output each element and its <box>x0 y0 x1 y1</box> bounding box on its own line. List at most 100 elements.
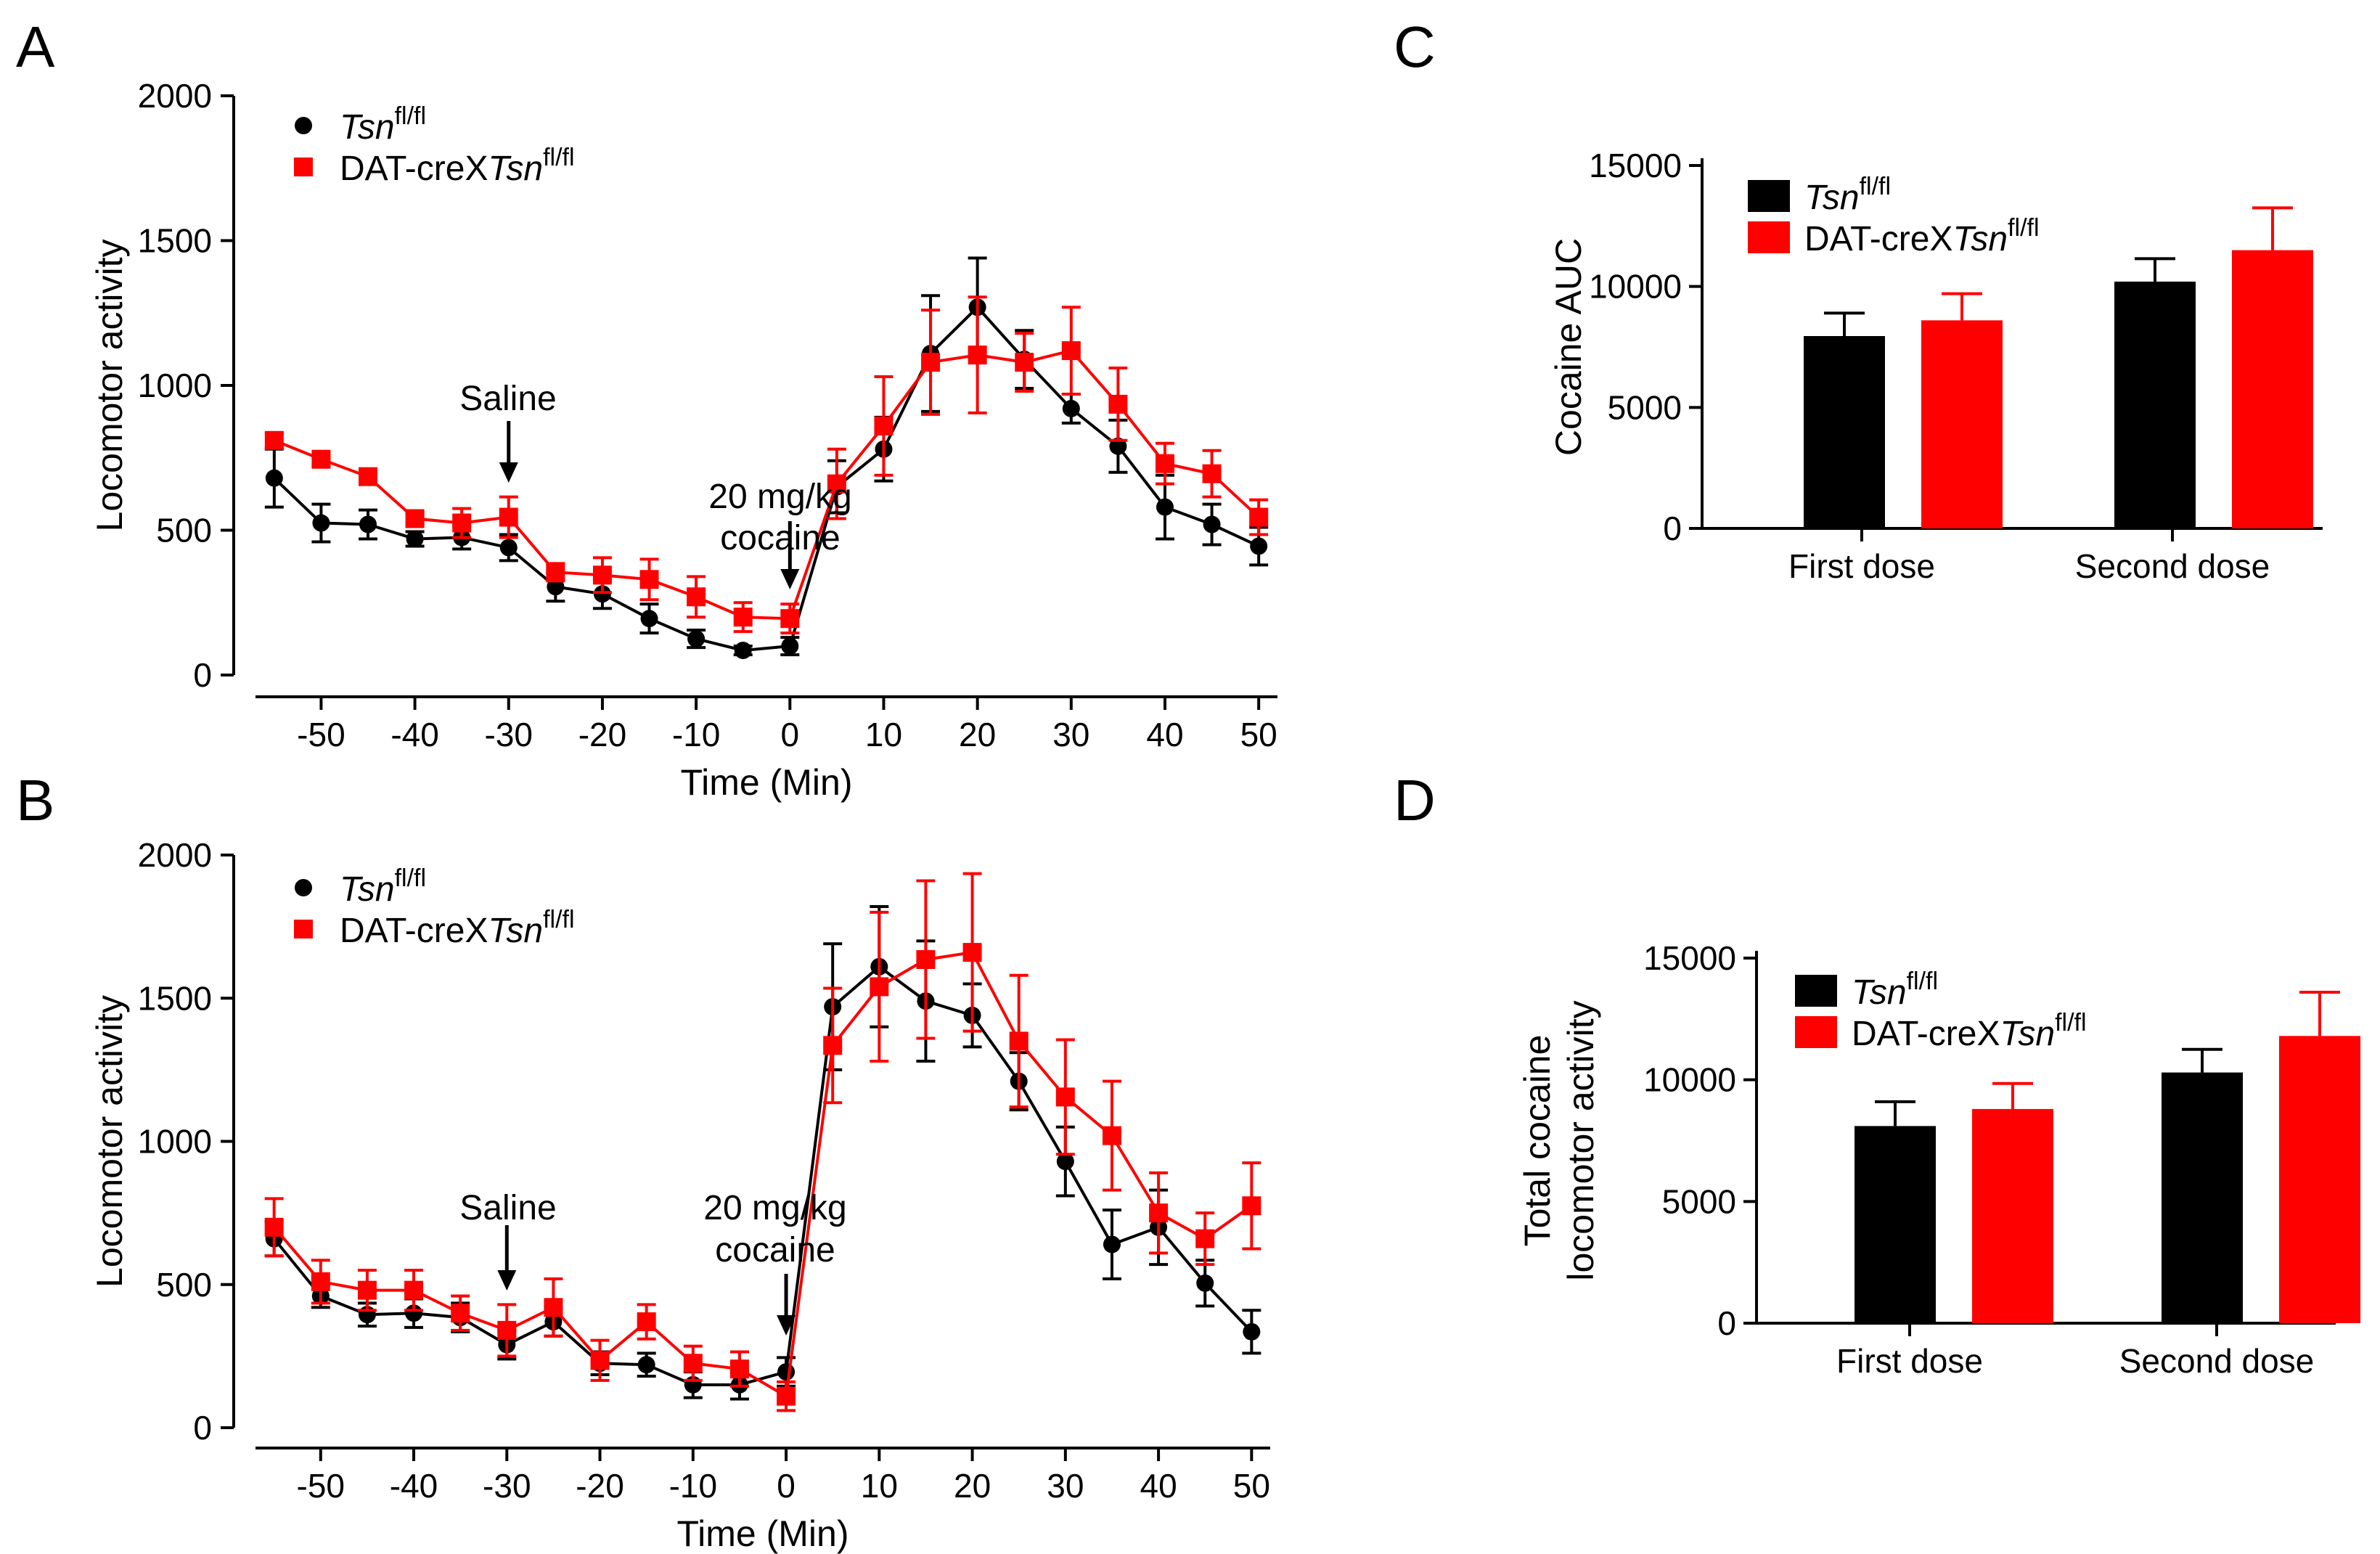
panel-a: A 0 500 1000 1500 2000 -50 -40 -30 -20 -10 0 10 20 30 4… <box>16 15 1277 803</box>
data-point <box>1243 1322 1261 1341</box>
y-axis-title: Locomotor activity <box>89 240 130 532</box>
x-tick-label: 10 <box>861 1467 898 1505</box>
annotation-arrowhead <box>777 1315 796 1336</box>
x-tick-label: 0 <box>780 716 799 753</box>
data-point <box>1249 507 1269 527</box>
annotation-arrowhead <box>780 569 800 589</box>
data-point <box>404 1280 424 1300</box>
y-tick-label: 2000 <box>138 836 212 874</box>
legend-label: DAT-creXTsnfl/fl <box>1852 1009 2087 1053</box>
annotation-arrowhead <box>499 462 518 483</box>
data-point <box>265 469 283 487</box>
data-point <box>406 530 424 548</box>
data-point <box>264 1217 284 1237</box>
y-tick-label: 15000 <box>1589 147 1682 184</box>
data-point <box>781 637 799 655</box>
data-point <box>1108 394 1128 414</box>
data-point <box>874 416 893 435</box>
legend-label: Tsnfl/fl <box>340 864 426 909</box>
y-tick-label: 1000 <box>138 367 212 404</box>
data-point <box>359 467 378 486</box>
x-tick-label: 40 <box>1146 716 1183 753</box>
data-point <box>1062 399 1080 417</box>
x-tick-label: 0 <box>777 1467 796 1505</box>
y-tick-label: 1000 <box>138 1123 212 1161</box>
data-point <box>451 1304 470 1323</box>
y-axis-title: locomotor activity <box>1561 1000 1601 1280</box>
data-point <box>916 949 936 969</box>
data-point <box>546 563 565 582</box>
data-point <box>590 1351 610 1370</box>
series-line <box>273 305 1260 653</box>
x-tick-label: 40 <box>1140 1467 1177 1505</box>
series-line <box>273 950 1253 1399</box>
category-label: Second dose <box>2075 547 2270 585</box>
data-point <box>1102 1126 1121 1145</box>
category-label: First dose <box>1788 547 1935 585</box>
panel-d: D 0 5000 10000 15000 First dose Second dose Tot… <box>1394 768 2360 1380</box>
x-tick-label: 10 <box>865 716 902 753</box>
legend-label: DAT-creXTsnfl/fl <box>340 144 575 188</box>
category-label: Second dose <box>2119 1342 2315 1380</box>
bar <box>2232 250 2313 528</box>
data-point <box>962 943 982 962</box>
y-tick-label: 1500 <box>138 222 212 260</box>
data-point <box>683 1354 703 1373</box>
y-tick-label: 0 <box>1717 1304 1736 1342</box>
legend-marker <box>295 879 312 896</box>
y-tick-label: 0 <box>193 656 212 694</box>
data-point <box>1015 353 1034 372</box>
legend-label: Tsnfl/fl <box>1804 173 1891 217</box>
series-tsn-flfl <box>1854 1047 2243 1323</box>
data-point <box>637 1312 656 1332</box>
data-point <box>1103 1235 1121 1254</box>
x-tick-label: 50 <box>1240 716 1277 753</box>
x-tick-label: -30 <box>485 716 533 753</box>
data-point <box>499 507 518 527</box>
x-axis-title: Time (Min) <box>680 762 852 803</box>
data-point <box>357 1280 377 1300</box>
x-tick-label: -50 <box>297 1467 345 1505</box>
data-point <box>264 430 284 450</box>
series-dat-crex-tsn-flfl <box>264 872 1261 1412</box>
y-axis-title: Cocaine AUC <box>1548 238 1589 456</box>
y-tick-label: 10000 <box>1643 1061 1736 1099</box>
panel-label: D <box>1394 768 1436 833</box>
x-tick-label: -40 <box>390 1467 438 1505</box>
x-tick-label: -20 <box>576 1467 623 1505</box>
legend-label: DAT-creXTsnfl/fl <box>340 906 575 950</box>
series-tsn-flfl <box>264 256 1269 660</box>
panel-label: A <box>16 15 55 79</box>
x-tick-label: -40 <box>390 716 438 753</box>
data-point <box>452 513 472 533</box>
data-point <box>1203 515 1221 533</box>
y-tick-label: 500 <box>156 512 212 549</box>
data-point <box>1195 1229 1215 1248</box>
bar <box>1921 320 2003 528</box>
y-axis-title: Locomotor activity <box>89 995 130 1288</box>
data-point <box>687 630 706 648</box>
data-point <box>1056 1153 1074 1171</box>
bar <box>1804 336 1885 528</box>
panel-label: C <box>1394 15 1436 79</box>
data-point <box>780 609 800 629</box>
legend-marker <box>294 920 313 938</box>
category-label: First dose <box>1836 1342 1983 1380</box>
series-line <box>274 348 1260 621</box>
data-point <box>687 587 706 607</box>
panel-b: B 0 500 1000 1500 2000 -50 -40 -30 -20 -10 0 10 20 30 4… <box>16 768 1270 1554</box>
annotation-label: 20 mg/kg <box>708 478 851 516</box>
data-point <box>311 1272 330 1291</box>
panel-c: C 0 5000 10000 15000 First dose Second dose Coc… <box>1394 15 2323 585</box>
series-line <box>273 965 1253 1386</box>
series-tsn-flfl <box>1804 257 2196 528</box>
data-point <box>921 353 941 372</box>
x-tick-label: -30 <box>483 1467 531 1505</box>
y-tick-label: 0 <box>193 1409 212 1447</box>
series-dat-crex-tsn-flfl <box>264 295 1269 635</box>
y-axis-title: Total cocaine <box>1517 1035 1558 1247</box>
series-dat-crex-tsn-flfl <box>1921 206 2313 528</box>
data-point <box>637 1356 655 1374</box>
legend-marker <box>295 117 312 134</box>
